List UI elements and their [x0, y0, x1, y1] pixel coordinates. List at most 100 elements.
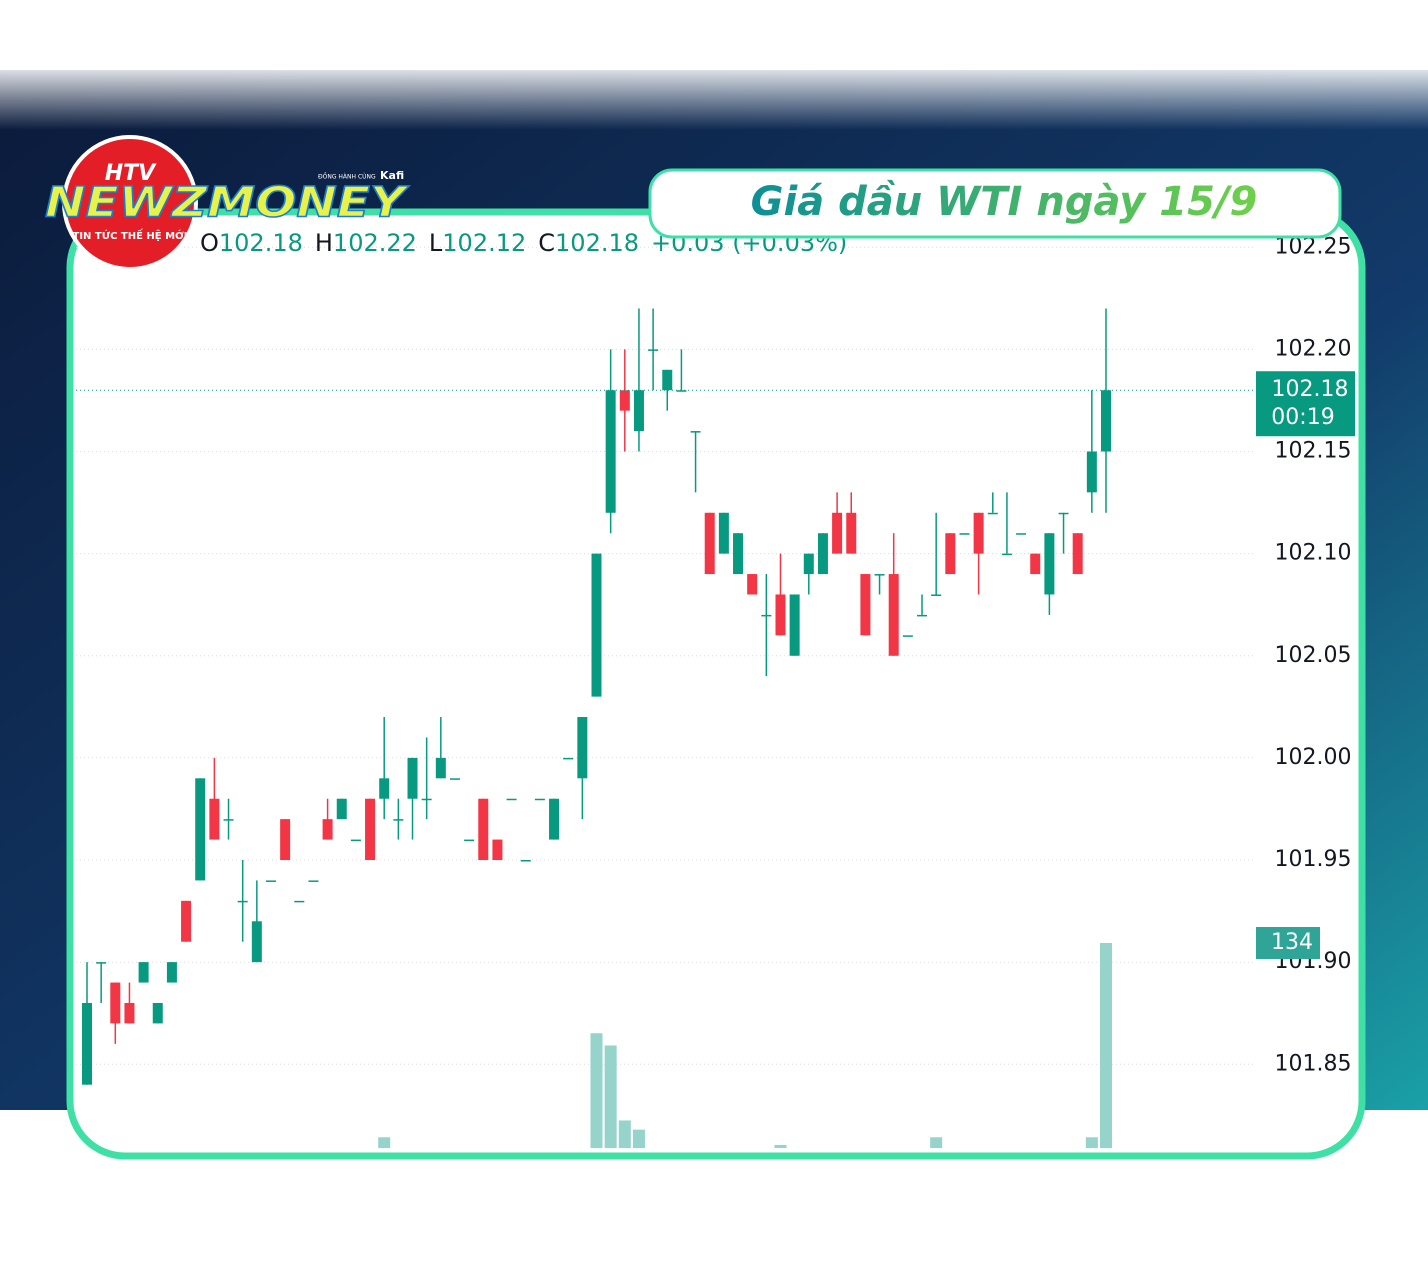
- candle-body: [987, 512, 998, 515]
- candle-body: [265, 880, 276, 882]
- volume-bar: [618, 1120, 631, 1148]
- candle-body: [704, 512, 715, 575]
- candle-body: [902, 635, 913, 637]
- logo-partner: Kafi: [380, 169, 404, 182]
- ohlc-value: 102.22: [333, 229, 417, 257]
- ohlc-value: 102.18: [555, 229, 639, 257]
- candle-body: [322, 819, 333, 840]
- ohlc-key: L: [429, 229, 443, 257]
- candle-body: [435, 757, 446, 779]
- candle-body: [1044, 533, 1055, 595]
- ohlc-key: C: [538, 229, 555, 257]
- candle-body: [96, 962, 107, 964]
- y-tick-label: 101.95: [1275, 847, 1352, 872]
- candle-body: [733, 533, 744, 575]
- candle-body: [1058, 512, 1069, 515]
- candle-body: [662, 369, 673, 391]
- chart-title: Giá dầu WTI ngày 15/9: [751, 179, 1258, 225]
- volume-bar: [1100, 943, 1112, 1148]
- candle-body: [874, 574, 885, 576]
- candle-body: [336, 798, 347, 820]
- candle-body: [308, 880, 319, 882]
- y-tick-label: 101.85: [1275, 1051, 1352, 1076]
- candle-body: [888, 574, 899, 656]
- candle-body: [280, 819, 291, 861]
- candle-body: [350, 839, 361, 842]
- logo-tagline: TIN TỨC THẾ HỆ MỚI: [73, 227, 188, 242]
- candle-body: [846, 512, 857, 554]
- volume-tag: [1256, 927, 1320, 959]
- candle-body: [959, 533, 970, 535]
- volume-bar: [632, 1129, 645, 1148]
- candle-body: [223, 819, 234, 821]
- last-price-tag: [1256, 371, 1355, 437]
- candle-body: [520, 860, 531, 862]
- countdown: 00:19: [1271, 405, 1334, 430]
- candle-body: [82, 1002, 92, 1085]
- candle-body: [648, 349, 659, 351]
- candle-body: [1030, 553, 1041, 575]
- y-tick-label: 102.20: [1275, 336, 1352, 361]
- volume-bar: [930, 1137, 943, 1148]
- candle-body: [251, 921, 262, 963]
- candle-body: [789, 594, 800, 656]
- candle-body: [676, 390, 687, 392]
- candle-body: [605, 390, 616, 513]
- candle-body: [690, 431, 701, 433]
- candle-body: [492, 839, 503, 861]
- candle-body: [393, 819, 404, 821]
- candle-body: [1001, 553, 1012, 556]
- candle-body: [166, 962, 177, 983]
- background-fade: [0, 60, 1428, 130]
- candle-body: [817, 533, 828, 575]
- logo-partner-prefix: ĐỒNG HÀNH CÙNG: [318, 172, 376, 181]
- candle-body: [1086, 451, 1097, 493]
- ohlc-key: H: [315, 229, 333, 257]
- candle-body: [747, 574, 758, 595]
- ohlc-value: 102.12: [442, 229, 526, 257]
- candle-body: [407, 757, 418, 799]
- candle-body: [294, 900, 305, 903]
- plot-area: [76, 246, 1256, 1148]
- candle-body: [365, 798, 376, 861]
- candle-body: [775, 594, 786, 636]
- candle-body: [860, 574, 871, 636]
- logo-brand: HTV: [105, 161, 157, 186]
- candle-body: [464, 839, 475, 842]
- candle-body: [803, 553, 814, 575]
- logo-name: NEWZMONEY: [45, 178, 409, 227]
- candle-body: [478, 798, 489, 861]
- y-tick-label: 102.00: [1275, 745, 1352, 770]
- title-pill: [648, 168, 1342, 239]
- candle-body: [1101, 390, 1111, 452]
- candle-body: [181, 900, 192, 942]
- candle-body: [832, 512, 843, 554]
- volume-bar: [378, 1137, 391, 1148]
- candle-body: [973, 512, 984, 554]
- chart-panel: [66, 208, 1366, 1160]
- volume-bar: [590, 1033, 603, 1148]
- candle-body: [110, 982, 121, 1024]
- candle-body: [195, 778, 206, 881]
- y-tick-label: 102.15: [1275, 439, 1352, 464]
- candle-body: [1072, 533, 1083, 575]
- candle-body: [577, 717, 588, 779]
- candle-body: [152, 1002, 163, 1024]
- candle-body: [718, 512, 729, 554]
- volume-bar: [604, 1045, 617, 1148]
- candle-body: [549, 798, 560, 840]
- candle-body: [563, 757, 574, 760]
- candle-body: [945, 533, 956, 575]
- candle-body: [379, 778, 390, 799]
- candle-body: [534, 798, 545, 801]
- ohlc-key: O: [200, 229, 219, 257]
- candle-body: [917, 614, 928, 617]
- y-tick-label: 102.05: [1275, 643, 1352, 668]
- logo-circle: [62, 135, 198, 271]
- volume-tag-label: 134: [1271, 930, 1313, 955]
- volume-bar: [1085, 1137, 1098, 1148]
- candle-body: [1016, 533, 1027, 535]
- price-axis: 102.25102.20102.15102.10102.05102.00101.…: [1256, 234, 1355, 1076]
- volume-bar: [774, 1144, 787, 1148]
